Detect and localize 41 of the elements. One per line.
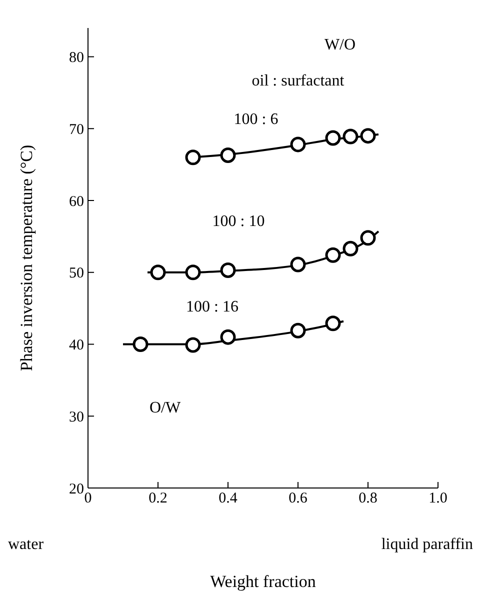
point	[132, 336, 148, 352]
y-tick-label: 20	[69, 481, 84, 498]
y-axis-title: Phase inversion temperature (°C)	[17, 144, 36, 372]
point	[220, 147, 236, 163]
y-tick-label: 50	[69, 266, 84, 282]
point	[290, 256, 306, 272]
x-tick-label: 0.8	[358, 490, 378, 507]
annotation: oil : surfactant	[252, 72, 345, 90]
point	[360, 230, 376, 246]
y-tick-label: 60	[69, 194, 84, 210]
point	[290, 136, 306, 152]
annotation: W/O	[324, 36, 356, 54]
point	[342, 128, 358, 144]
point	[185, 150, 201, 166]
point	[325, 247, 341, 263]
point	[150, 264, 166, 280]
x-tick-label: 0.4	[218, 490, 238, 507]
y-tick-label: 80	[69, 50, 84, 66]
point	[325, 316, 341, 332]
x-tick-label: 1.0	[428, 490, 448, 507]
y-tick-label: 40	[69, 338, 84, 354]
point	[185, 264, 201, 280]
x-tick-label: 0.6	[288, 490, 308, 507]
text: water	[8, 536, 44, 554]
text: 100 : 10	[212, 212, 265, 230]
series-label: 100 : 6	[234, 110, 278, 128]
point	[325, 130, 341, 146]
y-tick-label: 70	[69, 122, 84, 138]
x-tick-label: 0.2	[148, 490, 168, 507]
series-label: 100 : 16	[186, 298, 238, 316]
x-tick-label: 0	[84, 490, 92, 507]
point	[360, 128, 376, 144]
x-axis-title: Weight fraction	[209, 572, 317, 592]
point	[290, 322, 306, 338]
point	[185, 337, 201, 353]
y-tick-label: 30	[69, 409, 84, 426]
text: liquid paraffin	[381, 536, 473, 554]
point	[220, 262, 236, 278]
point	[220, 329, 236, 345]
point	[342, 240, 358, 256]
annotation: O/W	[149, 400, 182, 417]
